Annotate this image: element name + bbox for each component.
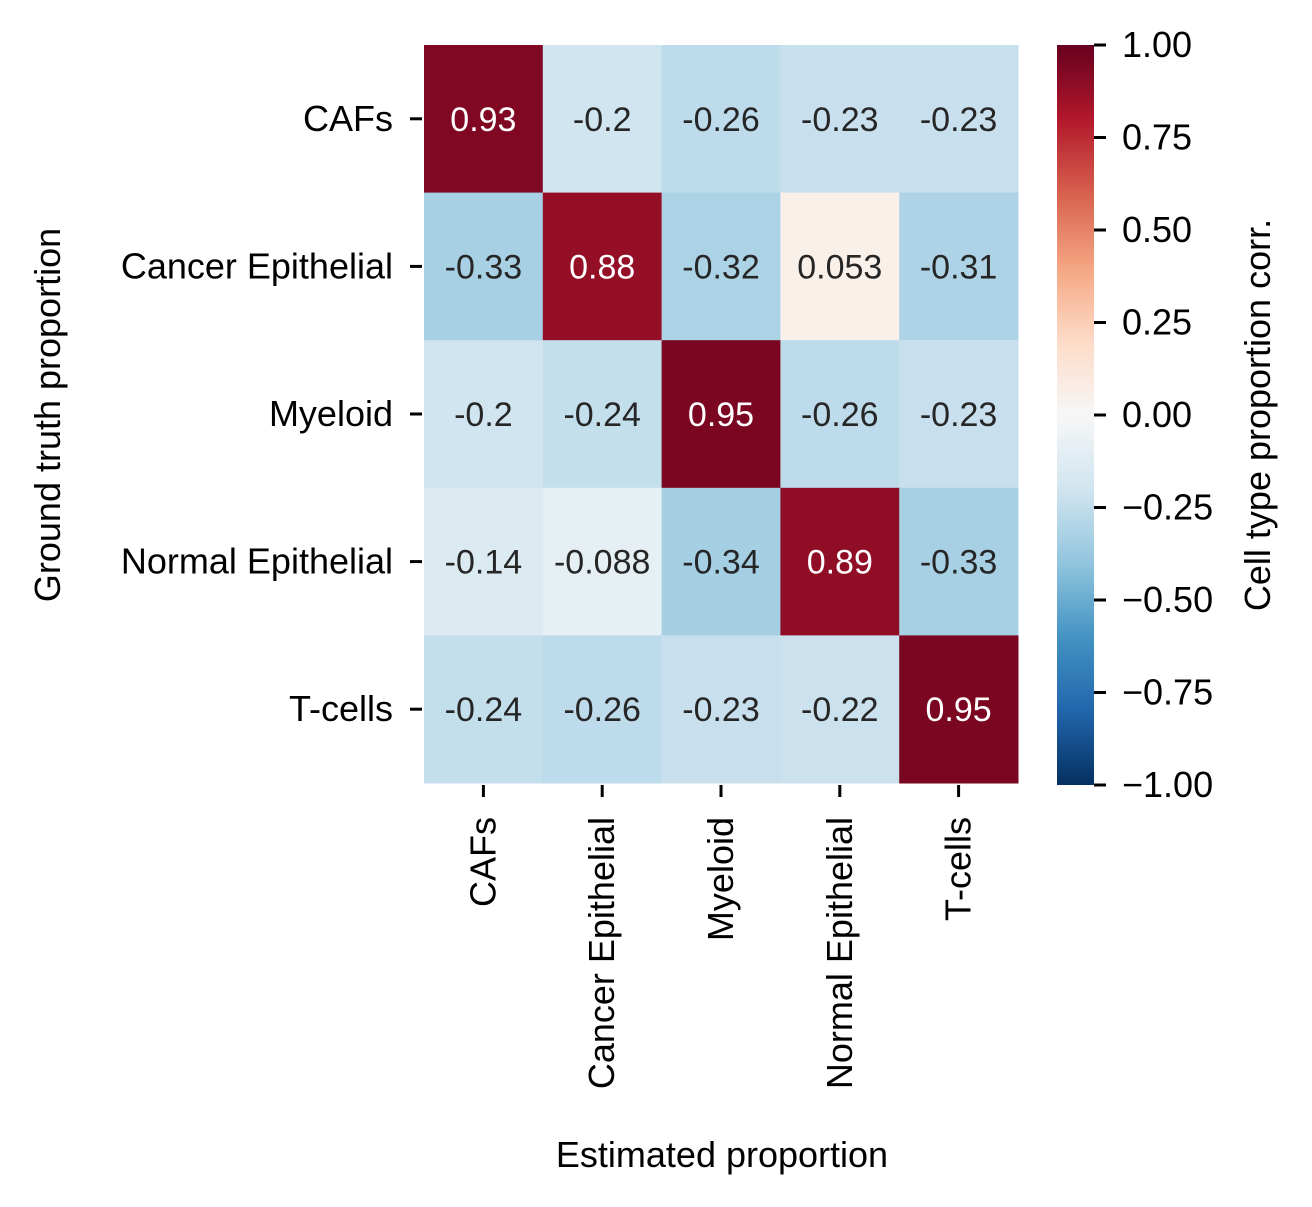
heatmap-cell	[661, 192, 781, 341]
heatmap-cell	[424, 192, 544, 341]
heatmap-cell	[780, 487, 900, 636]
cell-value-label: -0.2	[454, 396, 513, 434]
heatmap-cell	[661, 635, 781, 784]
cell-value-label: 0.95	[926, 691, 992, 729]
cell-value-label: 0.93	[450, 101, 516, 139]
heatmap-cell	[542, 635, 663, 784]
cell-value-label: -0.33	[920, 544, 998, 582]
cell-value-label: -0.23	[920, 396, 998, 434]
cell-value-label: 0.89	[807, 544, 873, 582]
cell-value-label: -0.26	[682, 101, 760, 139]
heatmap-cell	[780, 340, 900, 489]
x-axis-title: Estimated proportion	[556, 1134, 888, 1175]
cell-value-label: -0.26	[801, 396, 879, 434]
heatmap-cell	[899, 340, 1019, 489]
heatmap-cell	[424, 45, 544, 194]
heatmap-cell	[661, 487, 781, 636]
cell-value-label: -0.26	[563, 691, 641, 729]
x-axis: CAFs Cancer Epithelial Myeloid Normal Epith…	[462, 785, 979, 1089]
heatmap-cell	[899, 192, 1019, 341]
cell-value-label: 0.88	[569, 248, 635, 286]
x-tick-label: T-cells	[938, 817, 979, 921]
colorbar-tick-label: 0.50	[1122, 209, 1192, 250]
y-tick-label: Myeloid	[269, 393, 393, 434]
cell-value-label: -0.23	[920, 101, 998, 139]
heatmap-cell	[424, 635, 544, 784]
heatmap-cell	[542, 192, 663, 341]
cell-value-label: -0.23	[682, 691, 760, 729]
cell-value-label: -0.24	[445, 691, 523, 729]
colorbar-ticks: 1.00 0.75 0.50 0.25 0.00 −0.25 −0.50 −0.75 −1.00	[1094, 24, 1213, 805]
cell-value-label: -0.33	[445, 248, 523, 286]
x-tick-label: Myeloid	[700, 817, 741, 941]
y-axis: CAFs Cancer Epithelial Myeloid Normal Epith…	[121, 98, 422, 729]
y-axis-title: Ground truth proportion	[27, 228, 68, 602]
colorbar-tick-label: −1.00	[1122, 764, 1213, 805]
heatmap-cell	[899, 635, 1019, 784]
colorbar-tick-label: −0.75	[1122, 672, 1213, 713]
cell-value-label: -0.088	[554, 544, 650, 582]
colorbar-tick-label: 1.00	[1122, 24, 1192, 65]
heatmap-cell	[780, 45, 900, 194]
heatmap-cell	[542, 340, 663, 489]
heatmap-cell	[780, 192, 900, 341]
cell-value-label: 0.95	[688, 396, 754, 434]
cell-value-label: -0.32	[682, 248, 760, 286]
heatmap-cell-labels: 0.93 -0.2 -0.26 -0.23 -0.23 -0.33 0.88 -0.32 0.0…	[445, 101, 998, 729]
x-tick-label: CAFs	[462, 817, 503, 907]
cell-value-label: -0.2	[573, 101, 632, 139]
heatmap-cell	[424, 487, 544, 636]
colorbar	[1057, 45, 1094, 785]
heatmap-cell	[899, 45, 1019, 194]
heatmap-cells	[424, 45, 1019, 784]
y-tick-label: T-cells	[289, 688, 393, 729]
cell-value-label: -0.34	[682, 544, 760, 582]
heatmap-cell	[780, 635, 900, 784]
colorbar-tick-label: 0.25	[1122, 302, 1192, 343]
x-tick-label: Cancer Epithelial	[581, 817, 622, 1089]
cell-value-label: -0.23	[801, 101, 879, 139]
heatmap-cell	[899, 487, 1019, 636]
cell-value-label: -0.22	[801, 691, 879, 729]
y-tick-label: CAFs	[303, 98, 393, 139]
y-tick-label: Normal Epithelial	[121, 541, 393, 582]
y-tick-label: Cancer Epithelial	[121, 245, 393, 286]
cell-value-label: -0.31	[920, 248, 998, 286]
heatmap-cell	[542, 487, 663, 636]
colorbar-tick-label: 0.75	[1122, 117, 1192, 158]
colorbar-tick-label: −0.25	[1122, 487, 1213, 528]
cell-value-label: -0.14	[445, 544, 523, 582]
colorbar-title: Cell type proportion corr.	[1237, 219, 1278, 611]
colorbar-tick-label: −0.50	[1122, 579, 1213, 620]
heatmap-cell	[661, 340, 781, 489]
colorbar-tick-label: 0.00	[1122, 394, 1192, 435]
x-tick-label: Normal Epithelial	[819, 817, 860, 1089]
cell-value-label: -0.24	[563, 396, 641, 434]
cell-value-label: 0.053	[797, 248, 882, 286]
heatmap-cell	[661, 45, 781, 194]
heatmap-cell	[542, 45, 663, 194]
heatmap-cell	[424, 340, 544, 489]
